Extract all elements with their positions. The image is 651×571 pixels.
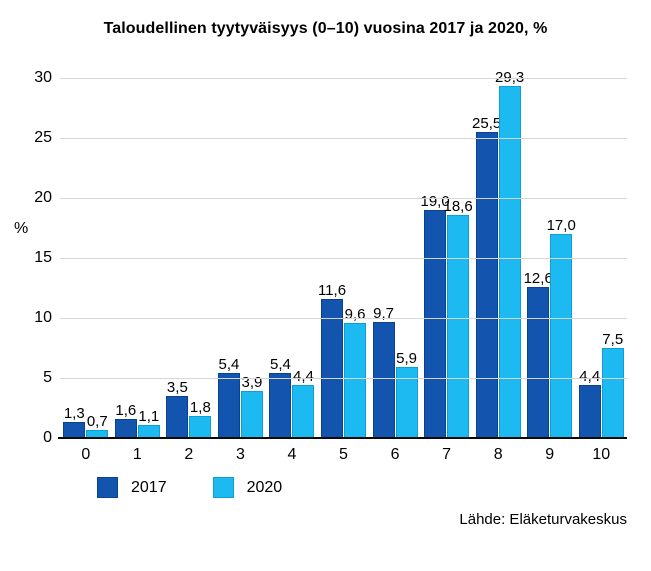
x-tick-label-6: 6 (390, 446, 400, 463)
bar-value-label: 5,4 (270, 356, 291, 374)
bar-2020-6: 5,9 (395, 351, 418, 438)
bar-2017-3: 5,4 (217, 357, 240, 438)
x-tick-label-9: 9 (545, 446, 555, 463)
x-axis-tick-labels: 0 1 2 3 4 5 6 7 8 9 10 (60, 446, 627, 464)
bar-2017-0: 1,3 (63, 406, 86, 438)
bar-2020-5: 9,6 (344, 307, 366, 438)
y-tick-label: 20 (34, 189, 52, 206)
y-tick-label: 25 (34, 129, 52, 146)
bar-value-label: 5,4 (218, 356, 240, 374)
bar-value-label: 29,3 (495, 69, 525, 87)
gridline (60, 258, 627, 259)
plot-area: 1,3 0,7 1,6 1,1 3,5 1,8 5,4 3,9 5,4 4,4 11,6 9,6 9,7… (60, 70, 627, 438)
bar-group-4: 5,4 4,4 (266, 78, 318, 438)
gridline (60, 78, 627, 79)
bar-2020-8: 29,3 (495, 70, 524, 438)
legend-item-2020: 2020 (212, 477, 283, 498)
gridline (60, 138, 627, 139)
x-tick-label-4: 4 (287, 446, 297, 463)
bar-2017-5: 11,6 (318, 283, 346, 438)
source-note: Lähde: Eläketurvakeskus (459, 511, 627, 528)
bar-value-label: 11,6 (317, 281, 347, 299)
bar-group-7: 19,0 18,6 (420, 78, 473, 438)
legend-swatch-2017 (97, 477, 118, 498)
bar-group-5: 11,6 9,6 (318, 78, 370, 438)
bar-value-label: 9,7 (373, 304, 394, 322)
bar-value-label: 12,6 (523, 269, 553, 287)
bar-group-0: 1,3 0,7 (60, 78, 112, 438)
x-tick-label-0: 0 (81, 446, 91, 463)
bar-value-label: 9,6 (344, 305, 366, 323)
bar-group-6: 9,7 5,9 (369, 78, 421, 438)
chart-title: Taloudellinen tyytyväisyys (0–10) vuosin… (103, 20, 548, 37)
bar-value-label: 1,8 (189, 399, 211, 417)
bar-value-label: 4,4 (293, 368, 314, 386)
bar-value-label: 7,5 (602, 331, 624, 348)
bar-group-9: 12,6 17,0 (524, 78, 576, 438)
legend-swatch-2020 (212, 477, 234, 498)
bar-value-label: 25,5 (472, 115, 502, 132)
bar-2017-7: 19,0 (420, 194, 450, 438)
bar-value-label: 1,1 (138, 407, 160, 425)
y-axis-tick-labels: 0 5 10 15 20 25 30 (0, 69, 52, 446)
bar-2017-2: 3,5 (166, 380, 189, 438)
bar-value-label: 1,6 (115, 401, 137, 419)
y-tick-label: 15 (34, 249, 52, 266)
bar-2017-10: 4,4 (578, 369, 601, 438)
x-axis-line (58, 437, 627, 439)
bar-group-10: 4,4 7,5 (575, 78, 627, 438)
bar-groups-container: 1,3 0,7 1,6 1,1 3,5 1,8 5,4 3,9 5,4 4,4 11,6 9,6 9,7… (60, 70, 627, 438)
x-tick-label-2: 2 (184, 446, 194, 463)
bar-value-label: 17,0 (546, 217, 576, 234)
x-tick-label-10: 10 (592, 446, 611, 463)
legend-item-2017: 2017 (97, 477, 167, 498)
bar-value-label: 4,4 (579, 368, 601, 386)
bar-value-label: 19,0 (420, 193, 450, 210)
bar-group-1: 1,6 1,1 (112, 78, 164, 438)
bar-value-label: 3,5 (166, 379, 188, 396)
bar-2020-7: 18,6 (443, 199, 473, 438)
x-tick-label-3: 3 (235, 446, 245, 463)
bar-value-label: 18,6 (443, 197, 473, 215)
bar-2020-3: 3,9 (240, 375, 263, 438)
bar-group-3: 5,4 3,9 (215, 78, 267, 438)
bar-2017-9: 12,6 (524, 271, 553, 438)
y-tick-label: 10 (34, 309, 52, 326)
gridline (60, 198, 627, 199)
bar-group-2: 3,5 1,8 (163, 78, 215, 438)
y-tick-label: 30 (34, 69, 52, 86)
bar-2020-9: 17,0 (547, 218, 576, 438)
legend: 2017 2020 (97, 477, 282, 498)
bar-value-label: 1,3 (63, 405, 85, 423)
bar-value-label: 5,9 (396, 350, 417, 368)
gridline (60, 318, 627, 319)
legend-label-2020: 2020 (246, 478, 283, 496)
x-tick-label-7: 7 (442, 446, 452, 463)
bar-2017-4: 5,4 (269, 357, 292, 438)
x-tick-label-5: 5 (339, 446, 348, 463)
bar-2020-1: 1,1 (137, 409, 160, 438)
bar-2020-10: 7,5 (601, 332, 624, 438)
bar-2017-8: 25,5 (472, 116, 501, 438)
x-tick-label-1: 1 (132, 446, 142, 463)
y-axis-title: % (14, 220, 29, 237)
bar-2017-6: 9,7 (372, 306, 395, 438)
bar-2020-4: 4,4 (292, 369, 315, 438)
bar-2020-2: 1,8 (189, 400, 212, 438)
bar-value-label: 0,7 (86, 412, 108, 430)
y-tick-label: 5 (43, 369, 52, 386)
bar-2017-1: 1,6 (114, 403, 137, 438)
gridline (60, 378, 627, 379)
bar-group-8: 25,5 29,3 (472, 70, 524, 438)
bar-2020-0: 0,7 (86, 414, 109, 438)
legend-label-2017: 2017 (131, 478, 167, 496)
y-tick-label: 0 (43, 429, 52, 446)
x-tick-label-8: 8 (493, 446, 503, 463)
